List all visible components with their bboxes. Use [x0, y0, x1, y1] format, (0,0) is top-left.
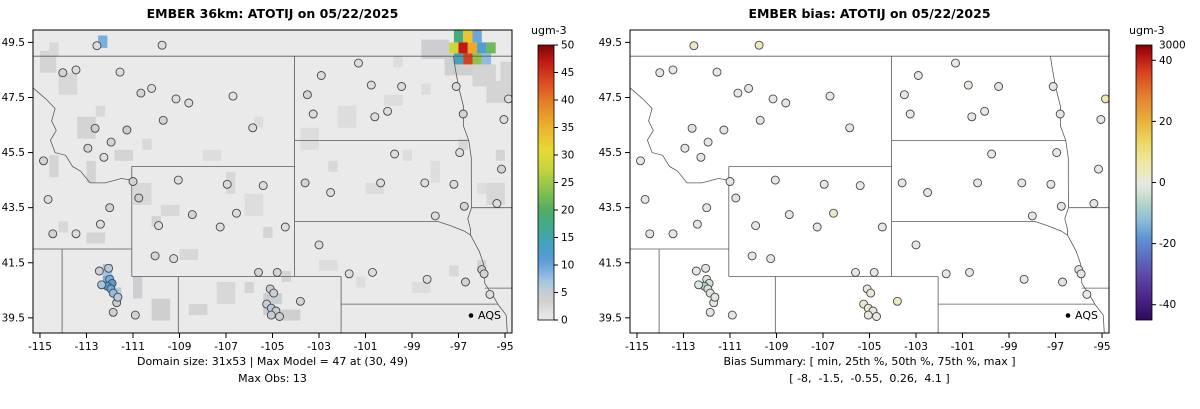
- x-tick-label: -97: [450, 341, 467, 353]
- x-tick-label: -115: [28, 341, 52, 353]
- y-tick-label: 47.5: [599, 92, 622, 104]
- y-tick-label: 49.5: [2, 37, 25, 49]
- bias-colorbar: [1135, 44, 1153, 321]
- y-tick-label: 39.5: [599, 312, 622, 324]
- model-caption-maxobs: Max Obs: 13: [238, 372, 307, 385]
- x-tick-label: -97: [1047, 341, 1064, 353]
- model-colorbar-unit-label: ugm-3: [531, 24, 567, 37]
- colorbar-tick-label: 5: [561, 287, 568, 299]
- bias-x-axis: -115 -113 -111 -109 -107 -105 -103 -101 -99 -97 -9…: [625, 333, 1111, 353]
- model-panel-title: EMBER 36km: ATOTIJ on 05/22/2025: [146, 6, 399, 21]
- model-y-axis: 39.5 41.5 43.5 45.5 47.5 49.5: [2, 37, 33, 324]
- x-tick-label: -107: [214, 341, 238, 353]
- y-tick-label: 43.5: [599, 202, 622, 214]
- y-tick-label: 43.5: [2, 202, 25, 214]
- colorbar-tick-label: 0: [561, 315, 568, 327]
- colorbar-tick-label: 20: [1159, 116, 1172, 128]
- model-aqs-legend-label: AQS: [478, 309, 501, 322]
- x-tick-label: -105: [261, 341, 285, 353]
- bias-y-axis: 39.5 41.5 43.5 45.5 47.5 49.5: [599, 37, 630, 324]
- colorbar-tick-label: 50: [561, 40, 574, 52]
- x-tick-label: -109: [168, 341, 192, 353]
- y-tick-label: 41.5: [599, 257, 622, 269]
- colorbar-tick-label: 15: [561, 232, 574, 244]
- model-site-markers: [39, 40, 512, 321]
- colorbar-tick-label: -20: [1159, 238, 1176, 250]
- model-map-layer: [33, 30, 512, 333]
- bias-aqs-legend-label: AQS: [1075, 309, 1098, 322]
- colorbar-tick-label: 0: [1159, 177, 1166, 189]
- bias-caption-summary-values: [ -8, -1.5, -0.55, 0.26, 4.1 ]: [789, 372, 950, 385]
- x-tick-label: -103: [904, 341, 928, 353]
- x-tick-label: -111: [718, 341, 742, 353]
- colorbar-tick-label: -40: [1159, 299, 1176, 311]
- x-tick-label: -115: [625, 341, 649, 353]
- colorbar-tick-label: 40: [1159, 55, 1172, 67]
- colorbar-tick-label: 25: [561, 177, 574, 189]
- state-borders: [33, 55, 512, 333]
- bias-caption-summary-header: Bias Summary: [ min, 25th %, 50th %, 75t…: [723, 355, 1016, 368]
- bias-map-layer: [630, 30, 1109, 333]
- x-tick-label: -95: [1093, 341, 1110, 353]
- colorbar-tick-label: 30: [561, 150, 574, 162]
- colorbar-tick-label: 35: [561, 122, 574, 134]
- x-tick-label: -101: [354, 341, 378, 353]
- bias-site-markers: [636, 40, 1109, 321]
- model-caption-domain: Domain size: 31x53 | Max Model = 47 at (…: [136, 355, 408, 368]
- colorbar-tick-label: 40: [561, 95, 574, 107]
- x-tick-label: -99: [1000, 341, 1017, 353]
- x-tick-label: -101: [951, 341, 975, 353]
- y-tick-label: 45.5: [599, 147, 622, 159]
- model-colorbar-ticks: 0 5 10 15 20 25 30 35 40 45 50: [554, 40, 574, 327]
- x-tick-label: -109: [765, 341, 789, 353]
- y-tick-label: 39.5: [2, 312, 25, 324]
- model-colorbar: [537, 44, 555, 321]
- y-tick-label: 41.5: [2, 257, 25, 269]
- colorbar-tick-label: 20: [561, 205, 574, 217]
- x-tick-label: -107: [811, 341, 835, 353]
- x-tick-label: -95: [496, 341, 513, 353]
- x-tick-label: -103: [307, 341, 331, 353]
- aqs-legend-dot: [1065, 313, 1071, 318]
- y-tick-label: 45.5: [2, 147, 25, 159]
- colorbar-top-label: 3000: [1159, 40, 1186, 52]
- aqs-legend-dot: [468, 313, 474, 318]
- bias-panel-title: EMBER bias: ATOTIJ on 05/22/2025: [748, 6, 991, 21]
- model-x-axis: -115 -113 -111 -109 -107 -105 -103 -101 -99 -97 -9…: [28, 333, 514, 353]
- x-tick-label: -99: [403, 341, 420, 353]
- y-tick-label: 49.5: [599, 37, 622, 49]
- y-tick-label: 47.5: [2, 92, 25, 104]
- bias-colorbar-unit-label: ugm-3: [1129, 24, 1165, 37]
- x-tick-label: -113: [75, 341, 99, 353]
- x-tick-label: -105: [858, 341, 882, 353]
- colorbar-tick-label: 45: [561, 67, 574, 79]
- bias-colorbar-ticks: -40 -20 0 20 40 3000: [1152, 40, 1186, 311]
- x-tick-label: -111: [121, 341, 145, 353]
- colorbar-tick-label: 10: [561, 260, 574, 272]
- state-borders: [630, 55, 1109, 333]
- x-tick-label: -113: [672, 341, 696, 353]
